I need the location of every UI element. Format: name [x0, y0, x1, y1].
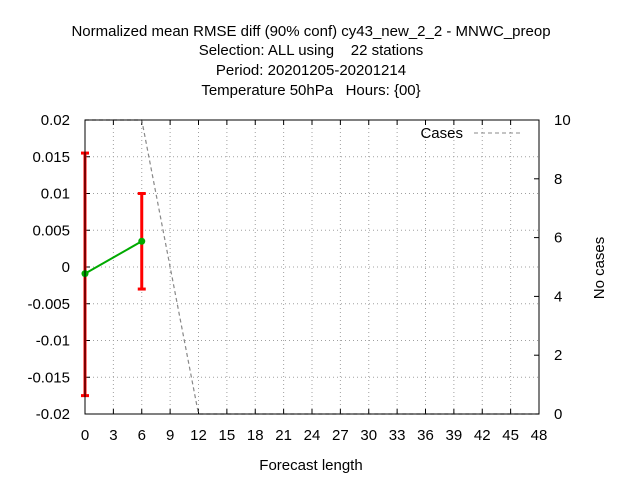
y-tick-label: 0.02 [41, 112, 70, 129]
x-tick-label: 18 [247, 427, 264, 444]
y-tick-label: 0 [62, 259, 70, 276]
x-tick-label: 21 [275, 427, 292, 444]
x-tick-label: 39 [446, 427, 463, 444]
title-line-4: Temperature 50hPa Hours: {00} [201, 82, 420, 99]
y-tick-label: 0.005 [32, 222, 70, 239]
y-tick-label: 0.01 [41, 186, 70, 203]
x-tick-label: 24 [304, 427, 321, 444]
x-axis-label: Forecast length [259, 457, 362, 474]
title-line-3: Period: 20201205-20201214 [216, 62, 406, 79]
y2-tick-label: 0 [554, 406, 562, 423]
x-tick-label: 3 [109, 427, 117, 444]
plot-frame [84, 119, 540, 415]
y-tick-label: 0.015 [32, 149, 70, 166]
y-tick-label: -0.015 [27, 369, 70, 386]
x-tick-label: 48 [531, 427, 548, 444]
data-point [138, 237, 146, 245]
title-line-1: Normalized mean RMSE diff (90% conf) cy4… [71, 23, 550, 40]
x-tick-label: 36 [417, 427, 434, 444]
x-tick-label: 42 [474, 427, 491, 444]
y2-tick-label: 10 [554, 112, 571, 129]
rmse-diff-line [84, 240, 143, 275]
x-tick-label: 27 [332, 427, 349, 444]
y-tick-label: -0.005 [27, 296, 70, 313]
x-tick-label: 33 [389, 427, 406, 444]
grid [85, 120, 539, 414]
y2-axis-label: No cases [591, 237, 608, 300]
y2-tick-label: 2 [554, 347, 562, 364]
chart-title: Normalized mean RMSE diff (90% conf) cy4… [71, 23, 550, 99]
x-tick-label: 0 [81, 427, 89, 444]
y-tick-label: -0.02 [36, 406, 70, 423]
legend: Cases [420, 125, 520, 142]
x-tick-label: 12 [190, 427, 207, 444]
x-tick-label: 45 [502, 427, 519, 444]
x-tick-label: 30 [360, 427, 377, 444]
x-tick-label: 9 [166, 427, 174, 444]
title-line-2: Selection: ALL using 22 stations [199, 42, 424, 59]
y-tick-label: -0.01 [36, 333, 70, 350]
axis-ticks: 0 3 6 9 12 15 18 21 24 27 30 33 36 39 42 45 480.020.0150… [27, 112, 570, 444]
x-tick-label: 6 [138, 427, 146, 444]
legend-label-cases: Cases [420, 125, 463, 142]
y2-tick-label: 4 [554, 288, 562, 305]
x-tick-label: 15 [219, 427, 236, 444]
y2-tick-label: 8 [554, 171, 562, 188]
y2-tick-label: 6 [554, 230, 562, 247]
